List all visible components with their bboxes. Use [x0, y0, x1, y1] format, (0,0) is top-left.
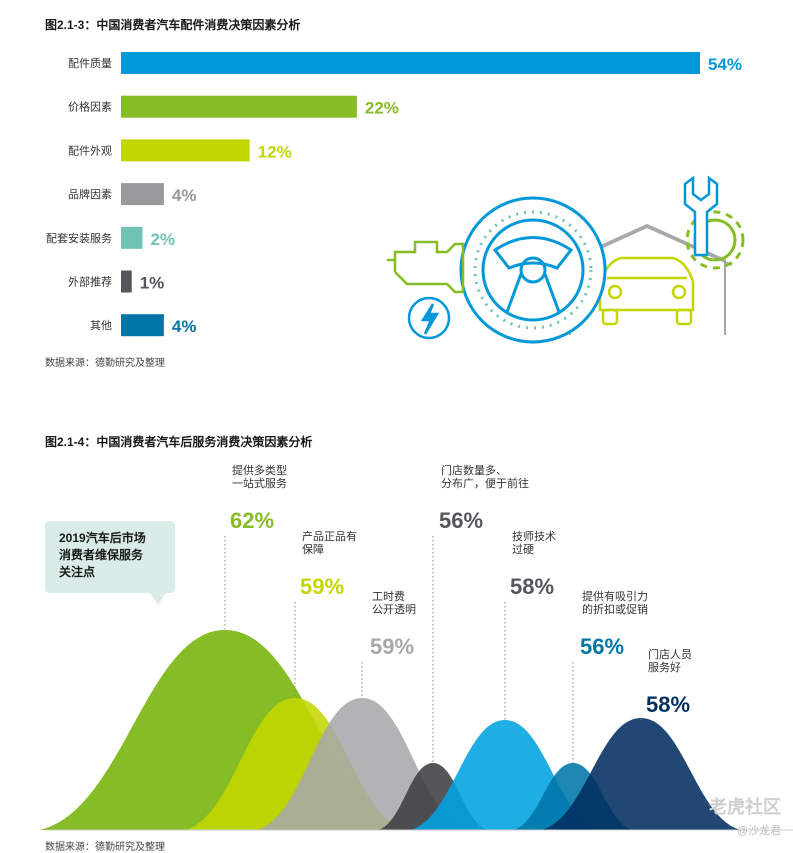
peak-category-label: 过硬 [512, 543, 534, 556]
bar [121, 52, 700, 74]
peak-category-label: 服务好 [648, 660, 681, 674]
wrench-icon [683, 175, 719, 257]
peak-category-label: 一站式服务 [232, 476, 287, 490]
bar [121, 314, 164, 337]
engine-icon [387, 240, 465, 294]
callout-text: 2019汽车后市场 消费者维保服务 关注点 [59, 531, 146, 579]
peak-category-label: 提供有吸引力 [582, 589, 648, 603]
bar-category-label: 价格因素 [68, 100, 112, 114]
peak-category-label: 分布广，便于前往 [441, 476, 529, 490]
bar [121, 139, 250, 162]
bar-value-label: 4% [172, 186, 197, 205]
peak-category-label: 提供多类型 [232, 463, 287, 477]
peak-value-label: 56% [580, 634, 624, 659]
figure2-source: 数据来源：德勤研究及整理 [45, 842, 165, 853]
peak-category-label: 技师技术 [512, 530, 556, 543]
peak-category-label: 的折扣或促销 [582, 602, 648, 616]
peak-category-label: 门店数量多、 [441, 463, 507, 477]
bar-category-label: 品牌因素 [68, 187, 112, 201]
peak-category-label: 保障 [302, 542, 324, 556]
peak-value-label: 58% [646, 692, 690, 717]
bar [121, 226, 143, 249]
car-front-icon [598, 256, 695, 326]
peak-category-label: 产品正品有 [302, 529, 357, 543]
peak-category-label: 公开透明 [372, 603, 416, 616]
callout-box: 2019汽车后市场 消费者维保服务 关注点 [45, 521, 175, 605]
car-service-illustration [387, 175, 745, 344]
peak-value-label: 58% [510, 574, 554, 599]
bar-category-label: 配件质量 [68, 57, 112, 70]
bar [121, 95, 357, 118]
steering-wheel-icon [459, 196, 607, 344]
bar-value-label: 1% [140, 274, 165, 293]
bar-value-label: 54% [708, 55, 742, 74]
bar-category-label: 配件外观 [68, 144, 112, 157]
bar-category-label: 其他 [90, 319, 112, 332]
peak-value-label: 59% [300, 574, 344, 599]
figure1-title: 图2.1-3：中国消费者汽车配件消费决策因素分析 [45, 18, 301, 32]
electric-bolt-icon [407, 296, 451, 340]
bar-value-label: 12% [258, 142, 292, 161]
bar-value-label: 22% [365, 99, 399, 118]
callout-tail [150, 593, 166, 605]
bar-value-label: 2% [150, 230, 175, 249]
bar [121, 183, 164, 206]
peak-category-label: 门店人员 [648, 647, 692, 661]
peak-category-label: 工时费 [372, 590, 405, 603]
peak-shape [541, 718, 741, 830]
bar-chart-consumer-parts-factors: 配件质量 54% 价格因素 22% 配件外观 12% 品牌因素 4% 配套安装服务 2% 外部推荐 1… [46, 52, 742, 337]
bar-category-label: 外部推荐 [68, 275, 112, 289]
watermark-brand: 老虎社区 [709, 797, 781, 817]
bar-value-label: 4% [172, 317, 197, 336]
peak-value-label: 56% [439, 508, 483, 533]
bar [121, 270, 132, 293]
bar-category-label: 配套安装服务 [46, 231, 112, 245]
figure1-source: 数据来源：德勤研究及整理 [45, 358, 165, 369]
watermark-author: @沙龙君 [736, 825, 781, 837]
peak-value-label: 59% [370, 634, 414, 659]
figure2-title: 图2.1-4：中国消费者汽车后服务消费决策因素分析 [45, 435, 313, 449]
peak-value-label: 62% [230, 508, 274, 533]
